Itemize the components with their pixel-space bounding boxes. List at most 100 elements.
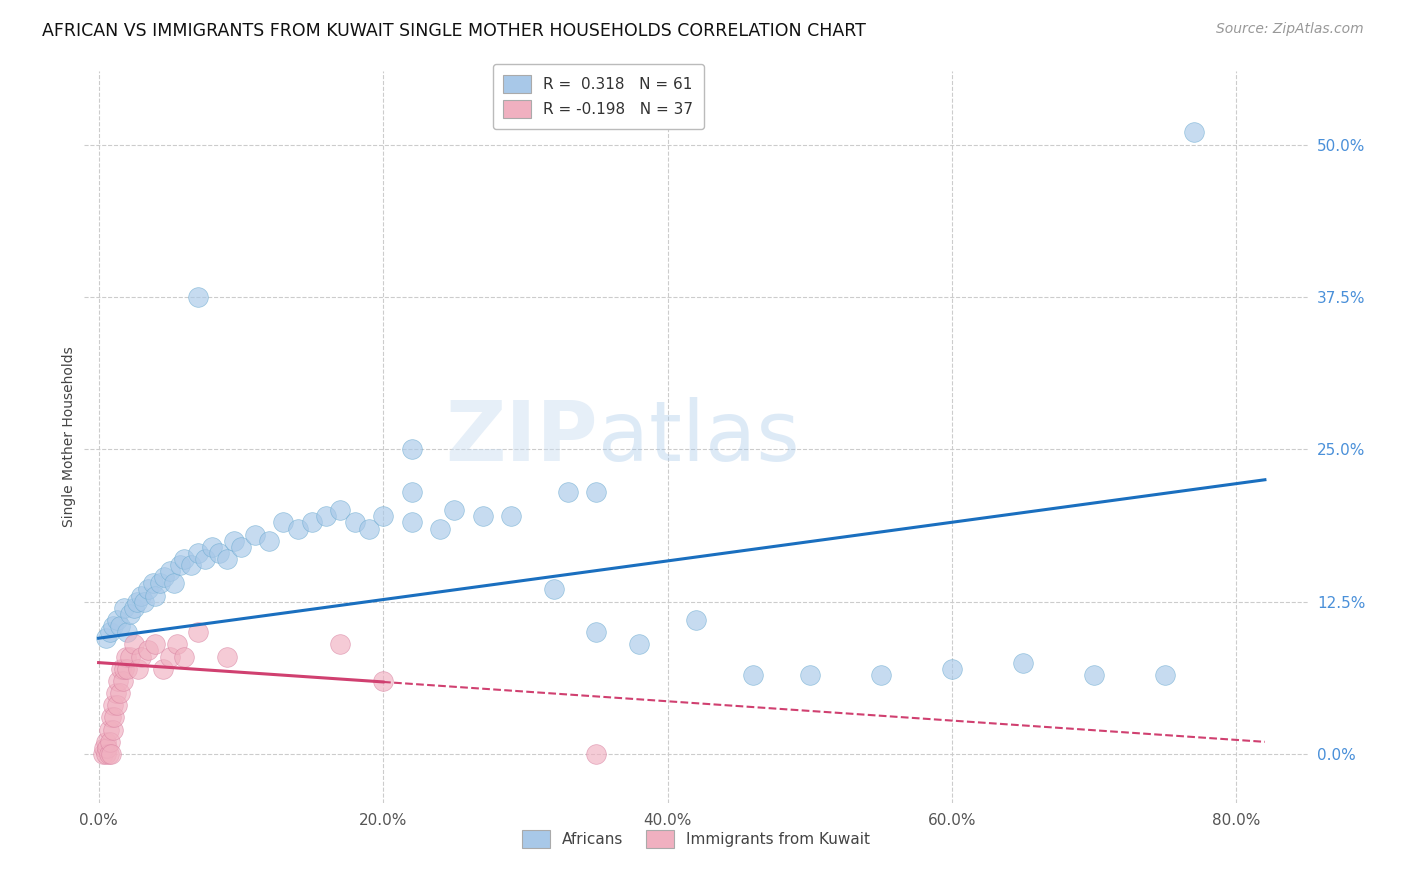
Point — [159, 564, 181, 578]
Text: Source: ZipAtlas.com: Source: ZipAtlas.com — [1216, 22, 1364, 37]
Point — [97, 723, 120, 737]
Point — [259, 533, 281, 548]
Point — [301, 516, 323, 530]
Point — [115, 625, 138, 640]
Point — [104, 686, 127, 700]
Point — [132, 594, 155, 608]
Point — [101, 723, 124, 737]
Point — [443, 503, 465, 517]
Text: AFRICAN VS IMMIGRANTS FROM KUWAIT SINGLE MOTHER HOUSEHOLDS CORRELATION CHART: AFRICAN VS IMMIGRANTS FROM KUWAIT SINGLE… — [42, 22, 866, 40]
Point — [100, 710, 122, 724]
Point — [799, 667, 821, 681]
Point — [1182, 125, 1205, 139]
Point — [273, 516, 295, 530]
Point — [166, 637, 188, 651]
Point — [315, 509, 337, 524]
Point — [122, 600, 145, 615]
Point — [122, 637, 145, 651]
Point — [91, 747, 114, 761]
Point — [243, 527, 266, 541]
Point — [215, 552, 238, 566]
Point — [180, 558, 202, 573]
Point — [329, 637, 352, 651]
Point — [145, 589, 167, 603]
Point — [357, 521, 380, 535]
Point — [187, 625, 209, 640]
Point — [169, 558, 191, 573]
Point — [94, 747, 117, 761]
Point — [115, 662, 138, 676]
Point — [94, 735, 117, 749]
Point — [114, 649, 136, 664]
Point — [429, 521, 451, 535]
Point — [111, 673, 134, 688]
Point — [870, 667, 893, 681]
Point — [112, 662, 135, 676]
Point — [371, 509, 394, 524]
Point — [287, 521, 309, 535]
Legend: Africans, Immigrants from Kuwait: Africans, Immigrants from Kuwait — [516, 824, 876, 854]
Point — [685, 613, 707, 627]
Point — [628, 637, 651, 651]
Point — [138, 582, 160, 597]
Point — [329, 503, 352, 517]
Point — [401, 442, 423, 457]
Point — [93, 740, 115, 755]
Point — [96, 740, 118, 755]
Point — [129, 589, 152, 603]
Point — [108, 619, 131, 633]
Point — [142, 576, 165, 591]
Point — [543, 582, 565, 597]
Point — [585, 747, 607, 761]
Point — [941, 662, 963, 676]
Point — [145, 637, 167, 651]
Point — [98, 625, 121, 640]
Point — [163, 576, 186, 591]
Point — [201, 540, 224, 554]
Point — [110, 662, 132, 676]
Point — [585, 485, 607, 500]
Point — [1012, 656, 1035, 670]
Point — [159, 649, 181, 664]
Point — [108, 686, 131, 700]
Point — [138, 643, 160, 657]
Point — [98, 735, 121, 749]
Point — [112, 600, 135, 615]
Point — [125, 594, 148, 608]
Point — [1154, 667, 1177, 681]
Point — [471, 509, 494, 524]
Point — [127, 662, 149, 676]
Point — [1083, 667, 1105, 681]
Point — [100, 747, 122, 761]
Point — [97, 747, 120, 761]
Point — [107, 673, 129, 688]
Point — [557, 485, 579, 500]
Point — [152, 662, 174, 676]
Point — [118, 649, 141, 664]
Text: ZIP: ZIP — [446, 397, 598, 477]
Point — [94, 632, 117, 646]
Point — [371, 673, 394, 688]
Point — [173, 649, 195, 664]
Point — [153, 570, 176, 584]
Point — [194, 552, 217, 566]
Y-axis label: Single Mother Households: Single Mother Households — [62, 347, 76, 527]
Point — [343, 516, 366, 530]
Point — [187, 546, 209, 560]
Point — [585, 625, 607, 640]
Point — [118, 607, 141, 621]
Point — [103, 710, 125, 724]
Point — [222, 533, 245, 548]
Point — [105, 613, 128, 627]
Point — [215, 649, 238, 664]
Point — [741, 667, 763, 681]
Point — [208, 546, 231, 560]
Point — [101, 619, 124, 633]
Point — [401, 516, 423, 530]
Point — [149, 576, 172, 591]
Point — [129, 649, 152, 664]
Text: atlas: atlas — [598, 397, 800, 477]
Point — [499, 509, 522, 524]
Point — [187, 290, 209, 304]
Point — [105, 698, 128, 713]
